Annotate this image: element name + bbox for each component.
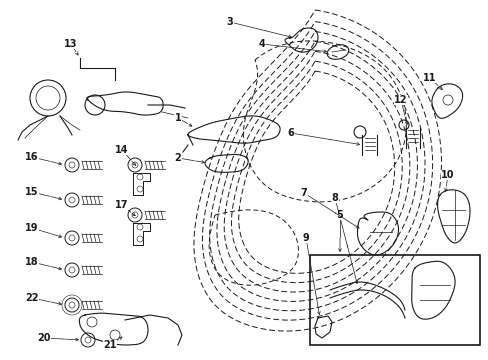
Text: 2: 2 [174, 153, 181, 163]
Text: 4: 4 [258, 39, 265, 49]
Text: 18: 18 [25, 257, 39, 267]
Text: 19: 19 [25, 223, 39, 233]
Text: 11: 11 [423, 73, 436, 83]
Text: 14: 14 [115, 145, 128, 155]
Text: 10: 10 [440, 170, 454, 180]
Text: 22: 22 [25, 293, 39, 303]
Text: 12: 12 [393, 95, 407, 105]
Bar [309, 255, 479, 345]
Text: 1: 1 [174, 113, 181, 123]
Text: 13: 13 [64, 39, 78, 49]
Text: 7: 7 [300, 188, 307, 198]
Text: 15: 15 [25, 187, 39, 197]
Text: 20: 20 [37, 333, 51, 343]
Text: 21: 21 [103, 340, 117, 350]
Text: 17: 17 [115, 200, 128, 210]
Text: 8: 8 [331, 193, 338, 203]
Text: 16: 16 [25, 152, 39, 162]
Text: 6: 6 [287, 128, 294, 138]
Text: 9: 9 [302, 233, 309, 243]
Text: 5: 5 [336, 210, 343, 220]
Text: 3: 3 [226, 17, 233, 27]
